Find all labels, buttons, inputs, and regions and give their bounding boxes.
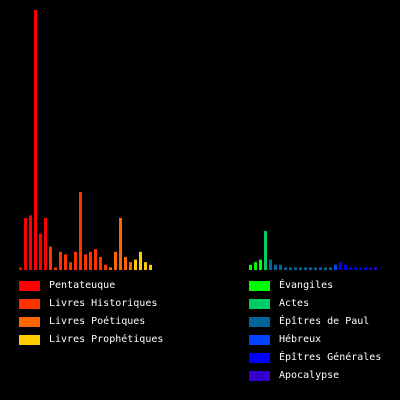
bar-pentateuque-5 xyxy=(39,233,42,270)
bar-livres-historiques-10 xyxy=(94,249,97,270)
legend-swatch-hebreux xyxy=(249,335,270,345)
legend-label-hebreux: Hébreux xyxy=(279,334,322,345)
legend-label-evangiles: Évangiles xyxy=(279,280,334,291)
bar-pentateuque-3 xyxy=(29,215,32,270)
bar-epitres-de-paul-11 xyxy=(319,267,322,270)
bar-livres-prophetiques-2 xyxy=(139,251,142,270)
bar-epitres-de-paul-9 xyxy=(309,267,312,270)
bar-evangiles-3 xyxy=(259,259,262,270)
bar-pentateuque-6 xyxy=(44,218,47,270)
bar-epitres-de-paul-7 xyxy=(299,267,302,270)
bar-epitres-generales-2 xyxy=(344,264,347,270)
legend-label-epitres-de-paul: Épîtres de Paul xyxy=(279,316,370,327)
bar-livres-prophetiques-1 xyxy=(134,259,137,270)
bar-epitres-generales-1 xyxy=(339,262,342,270)
bar-livres-poetiques-2 xyxy=(114,251,117,270)
bar-epitres-de-paul-5 xyxy=(289,267,292,270)
bar-epitres-de-paul-8 xyxy=(304,267,307,270)
legend-label-livres-historiques: Livres Historiques xyxy=(49,298,158,309)
legend-swatch-epitres-de-paul xyxy=(249,317,270,327)
bar-epitres-de-paul-10 xyxy=(314,267,317,270)
bar-epitres-de-paul-12 xyxy=(324,267,327,270)
bar-actes-1 xyxy=(264,231,267,270)
bar-livres-historiques-11 xyxy=(99,257,102,270)
bar-livres-poetiques-3 xyxy=(119,218,122,270)
bar-epitres-de-paul-3 xyxy=(279,264,282,270)
bar-livres-historiques-6 xyxy=(74,251,77,270)
legend-label-epitres-generales: Épîtres Générales xyxy=(279,352,382,363)
bar-livres-historiques-7 xyxy=(79,192,82,270)
legend-label-actes: Actes xyxy=(279,298,310,309)
bar-evangiles-2 xyxy=(254,262,257,270)
bar-livres-poetiques-1 xyxy=(109,267,112,270)
legend-swatch-pentateuque xyxy=(19,281,40,291)
bar-epitres-generales-7 xyxy=(369,267,372,270)
bar-livres-historiques-9 xyxy=(89,251,92,270)
legend-swatch-livres-prophetiques xyxy=(19,335,40,345)
bar-livres-historiques-2 xyxy=(54,267,57,270)
legend-label-apocalypse: Apocalypse xyxy=(279,370,340,381)
bar-epitres-de-paul-1 xyxy=(269,259,272,270)
legend-swatch-livres-poetiques xyxy=(19,317,40,327)
bar-livres-poetiques-5 xyxy=(129,262,132,270)
legend-label-livres-poetiques: Livres Poétiques xyxy=(49,316,146,327)
bar-pentateuque-2 xyxy=(24,218,27,270)
bar-pentateuque-4 xyxy=(34,10,37,270)
bar-epitres-generales-3 xyxy=(349,267,352,270)
bar-epitres-de-paul-4 xyxy=(284,267,287,270)
bar-livres-historiques-12 xyxy=(104,264,107,270)
bar-epitres-de-paul-13 xyxy=(329,267,332,270)
bar-epitres-generales-6 xyxy=(364,267,367,270)
bar-hebreux-1 xyxy=(334,264,337,270)
legend-label-pentateuque: Pentateuque xyxy=(49,280,116,291)
bar-epitres-generales-5 xyxy=(359,267,362,270)
legend-swatch-epitres-generales xyxy=(249,353,270,363)
legend-label-livres-prophetiques: Livres Prophétiques xyxy=(49,334,164,345)
legend-swatch-evangiles xyxy=(249,281,270,291)
bar-livres-historiques-3 xyxy=(59,251,62,270)
bar-evangiles-1 xyxy=(249,264,252,270)
bar-livres-historiques-5 xyxy=(69,262,72,270)
bar-apocalypse-1 xyxy=(374,267,377,270)
bar-livres-historiques-1 xyxy=(49,246,52,270)
legend-swatch-apocalypse xyxy=(249,371,270,381)
legend-swatch-livres-historiques xyxy=(19,299,40,309)
bar-livres-prophetiques-4 xyxy=(149,264,152,270)
bar-livres-historiques-8 xyxy=(84,254,87,270)
bar-livres-poetiques-4 xyxy=(124,257,127,270)
bar-epitres-generales-4 xyxy=(354,267,357,270)
bar-livres-prophetiques-3 xyxy=(144,262,147,270)
bar-livres-historiques-4 xyxy=(64,254,67,270)
bar-epitres-de-paul-6 xyxy=(294,267,297,270)
bar-epitres-de-paul-2 xyxy=(274,264,277,270)
bar-pentateuque-1 xyxy=(19,267,22,270)
legend-swatch-actes xyxy=(249,299,270,309)
